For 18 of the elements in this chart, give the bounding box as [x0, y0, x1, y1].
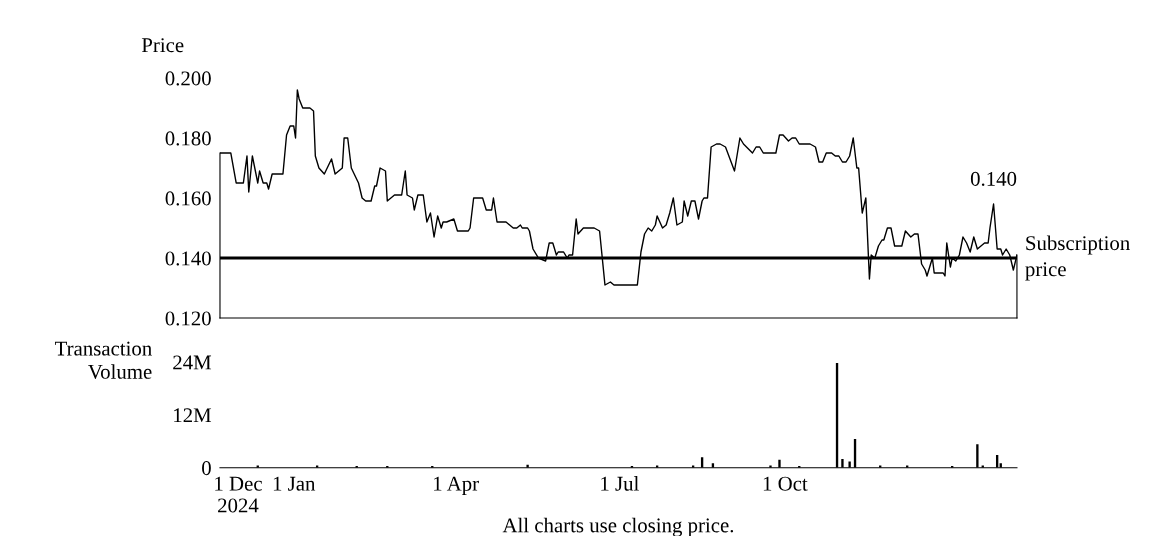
x-tick-label: 1 Apr — [434, 476, 479, 495]
y-axis-title: Price — [141, 38, 184, 53]
y-tick-label: 0.160 — [165, 191, 211, 206]
x-tick-label: 1 Jan — [273, 476, 316, 491]
x-tick-label: 1 Dec 2024 — [215, 476, 262, 513]
x-tick-label: 1 Oct — [763, 476, 808, 491]
y-tick-label: 0.120 — [165, 311, 211, 326]
y-tick-label: 12M — [174, 408, 212, 423]
y-tick-label: 0.140 — [165, 251, 211, 266]
ref-line-label: Subscription price — [1025, 235, 1130, 281]
x-tick-label: 1 Jul — [601, 476, 639, 491]
y-axis-title: Transaction Volume — [55, 341, 152, 379]
y-tick-label: 24M — [173, 355, 212, 370]
text: All charts use closing price. — [502, 517, 734, 536]
y-tick-label: 0 — [202, 461, 211, 476]
annotation: 0.140 — [970, 171, 1017, 186]
y-tick-label: 0.180 — [165, 131, 211, 146]
y-tick-label: 0.200 — [165, 71, 211, 86]
